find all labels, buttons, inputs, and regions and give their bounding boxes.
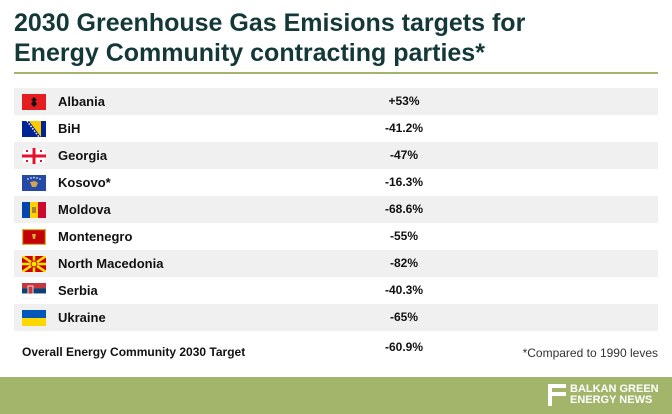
footnote: *Compared to 1990 leves [522, 346, 658, 360]
brand-line: BALKAN GREEN [570, 383, 659, 395]
divider [14, 72, 658, 74]
flag [22, 310, 46, 326]
country: North Macedonia [58, 256, 164, 271]
row: Montenegro -55% [14, 223, 658, 250]
target: -47% [389, 148, 418, 162]
row: Georgia -47% [14, 142, 658, 169]
title: 2030 Greenhouse Gas Emisions targets for… [14, 8, 525, 68]
target: -16.3% [384, 175, 424, 189]
logo-mark [548, 384, 566, 406]
country: Albania [58, 94, 105, 109]
target: -40.3% [384, 283, 424, 297]
flag [22, 229, 46, 245]
row: Ukraine -65% [14, 304, 658, 331]
target: -55% [389, 229, 418, 243]
country: BiH [58, 121, 81, 136]
brand: BALKAN GREEN ENERGY NEWS [570, 384, 659, 406]
country: Ukraine [58, 310, 106, 325]
target: +53% [388, 94, 420, 108]
row: Kosovo* -16.3% [14, 169, 658, 196]
flag [22, 121, 46, 137]
flag [22, 202, 46, 218]
country: Serbia [58, 283, 98, 298]
brand-line: ENERGY NEWS [570, 394, 653, 406]
row: BiH -41.2% [14, 115, 658, 142]
row: Moldova -68.6% [14, 196, 658, 223]
target: -68.6% [384, 202, 424, 216]
row: Albania +53% [14, 88, 658, 115]
flag [22, 256, 46, 272]
country: Montenegro [58, 229, 133, 244]
footer-bar: BALKAN GREEN ENERGY NEWS [0, 377, 672, 414]
country: Georgia [58, 148, 108, 163]
title-line: 2030 Greenhouse Gas Emisions targets for [14, 9, 526, 37]
country: Moldova [58, 202, 111, 217]
summary-label: Overall Energy Community 2030 Target [22, 345, 246, 359]
flag [22, 148, 46, 164]
row: North Macedonia -82% [14, 250, 658, 277]
target: -82% [389, 256, 418, 270]
summary-value: -60.9% [384, 340, 424, 354]
flag [22, 175, 46, 191]
flag [22, 94, 46, 110]
flag [22, 283, 46, 299]
country: Kosovo* [58, 175, 111, 190]
row: Serbia -40.3% [14, 277, 658, 304]
target: -41.2% [384, 121, 424, 135]
target: -65% [389, 310, 418, 324]
title-line: Energy Community contracting parties* [14, 39, 485, 67]
